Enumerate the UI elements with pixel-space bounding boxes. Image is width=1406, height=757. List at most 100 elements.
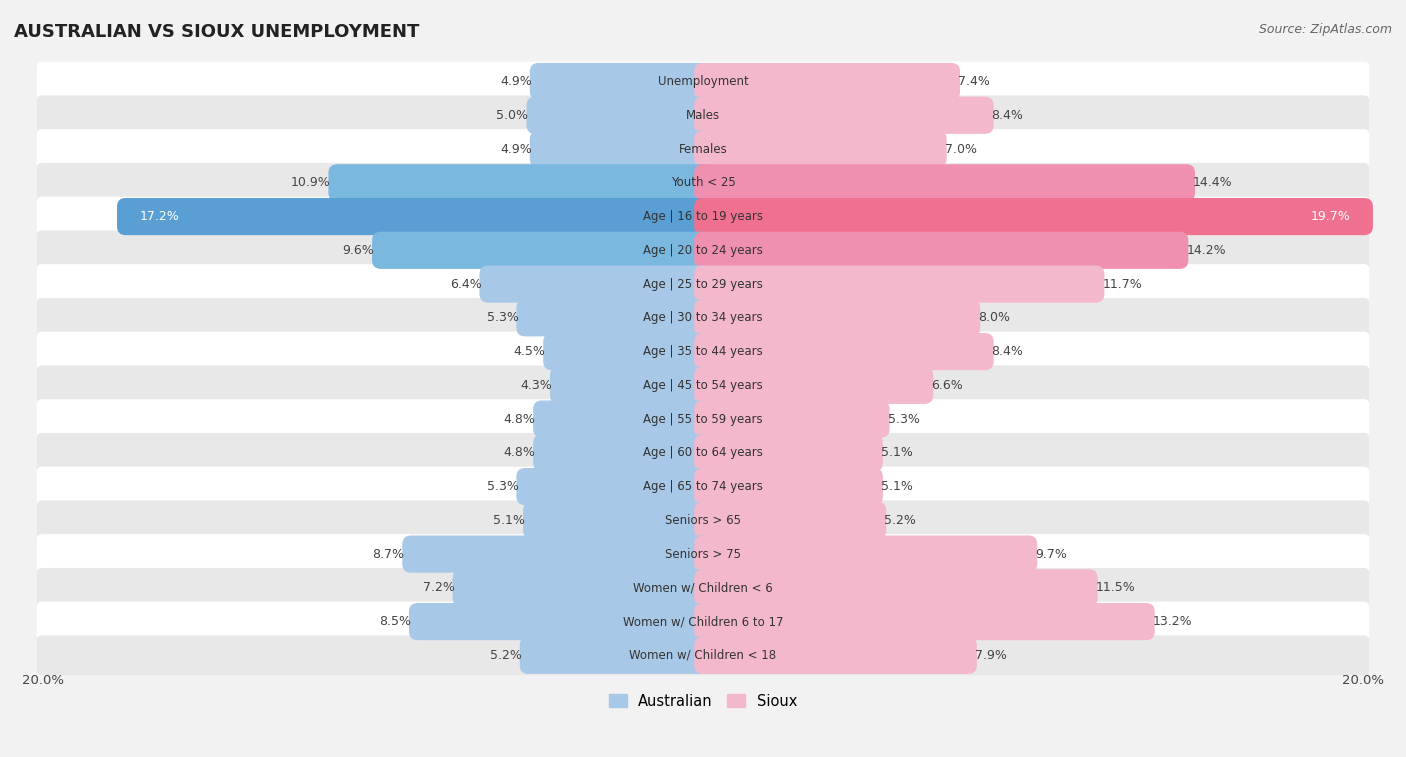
FancyBboxPatch shape — [520, 637, 711, 674]
FancyBboxPatch shape — [695, 366, 934, 404]
Text: 9.7%: 9.7% — [1035, 547, 1067, 561]
FancyBboxPatch shape — [695, 299, 980, 336]
FancyBboxPatch shape — [695, 130, 946, 167]
FancyBboxPatch shape — [479, 266, 711, 303]
FancyBboxPatch shape — [37, 61, 1369, 101]
Text: Age | 20 to 24 years: Age | 20 to 24 years — [643, 244, 763, 257]
Text: 11.7%: 11.7% — [1102, 278, 1142, 291]
Text: Source: ZipAtlas.com: Source: ZipAtlas.com — [1258, 23, 1392, 36]
Text: Women w/ Children < 6: Women w/ Children < 6 — [633, 581, 773, 594]
Text: 11.5%: 11.5% — [1095, 581, 1136, 594]
Text: Age | 30 to 34 years: Age | 30 to 34 years — [643, 311, 763, 324]
FancyBboxPatch shape — [37, 399, 1369, 439]
Text: 7.0%: 7.0% — [945, 142, 977, 155]
FancyBboxPatch shape — [695, 164, 1195, 201]
FancyBboxPatch shape — [37, 602, 1369, 641]
FancyBboxPatch shape — [695, 435, 883, 472]
FancyBboxPatch shape — [37, 332, 1369, 372]
Text: 14.4%: 14.4% — [1192, 176, 1233, 189]
Legend: Australian, Sioux: Australian, Sioux — [603, 688, 803, 715]
FancyBboxPatch shape — [530, 63, 711, 100]
Text: 9.6%: 9.6% — [342, 244, 374, 257]
FancyBboxPatch shape — [695, 333, 994, 370]
Text: 5.0%: 5.0% — [496, 109, 529, 122]
FancyBboxPatch shape — [695, 97, 994, 134]
Text: Age | 16 to 19 years: Age | 16 to 19 years — [643, 210, 763, 223]
FancyBboxPatch shape — [695, 63, 960, 100]
FancyBboxPatch shape — [37, 568, 1369, 608]
Text: 20.0%: 20.0% — [1343, 674, 1385, 687]
Text: Age | 60 to 64 years: Age | 60 to 64 years — [643, 447, 763, 459]
FancyBboxPatch shape — [37, 298, 1369, 338]
FancyBboxPatch shape — [695, 569, 1098, 606]
Text: Seniors > 65: Seniors > 65 — [665, 514, 741, 527]
Text: Youth < 25: Youth < 25 — [671, 176, 735, 189]
FancyBboxPatch shape — [373, 232, 711, 269]
Text: 6.4%: 6.4% — [450, 278, 481, 291]
FancyBboxPatch shape — [37, 433, 1369, 472]
FancyBboxPatch shape — [695, 637, 977, 674]
FancyBboxPatch shape — [37, 366, 1369, 405]
Text: AUSTRALIAN VS SIOUX UNEMPLOYMENT: AUSTRALIAN VS SIOUX UNEMPLOYMENT — [14, 23, 419, 41]
Text: 6.6%: 6.6% — [931, 378, 963, 392]
Text: Females: Females — [679, 142, 727, 155]
Text: 4.9%: 4.9% — [501, 75, 531, 88]
Text: 7.2%: 7.2% — [423, 581, 454, 594]
FancyBboxPatch shape — [37, 95, 1369, 136]
Text: 7.9%: 7.9% — [974, 649, 1007, 662]
FancyBboxPatch shape — [695, 603, 1154, 640]
FancyBboxPatch shape — [543, 333, 711, 370]
FancyBboxPatch shape — [409, 603, 711, 640]
FancyBboxPatch shape — [533, 400, 711, 438]
Text: 8.4%: 8.4% — [991, 345, 1024, 358]
FancyBboxPatch shape — [695, 502, 886, 539]
Text: 13.2%: 13.2% — [1153, 615, 1192, 628]
Text: 10.9%: 10.9% — [291, 176, 330, 189]
FancyBboxPatch shape — [533, 435, 711, 472]
Text: Seniors > 75: Seniors > 75 — [665, 547, 741, 561]
FancyBboxPatch shape — [37, 230, 1369, 270]
Text: 20.0%: 20.0% — [21, 674, 63, 687]
Text: 8.7%: 8.7% — [373, 547, 405, 561]
Text: 8.0%: 8.0% — [979, 311, 1010, 324]
FancyBboxPatch shape — [37, 534, 1369, 574]
FancyBboxPatch shape — [695, 468, 883, 505]
FancyBboxPatch shape — [37, 500, 1369, 540]
Text: 4.3%: 4.3% — [520, 378, 553, 392]
Text: Unemployment: Unemployment — [658, 75, 748, 88]
FancyBboxPatch shape — [117, 198, 711, 235]
FancyBboxPatch shape — [695, 198, 1372, 235]
Text: 8.4%: 8.4% — [991, 109, 1024, 122]
Text: 4.9%: 4.9% — [501, 142, 531, 155]
Text: 5.3%: 5.3% — [486, 480, 519, 493]
Text: Women w/ Children < 18: Women w/ Children < 18 — [630, 649, 776, 662]
Text: 8.5%: 8.5% — [380, 615, 411, 628]
FancyBboxPatch shape — [37, 264, 1369, 304]
FancyBboxPatch shape — [516, 468, 711, 505]
Text: Age | 45 to 54 years: Age | 45 to 54 years — [643, 378, 763, 392]
Text: 5.1%: 5.1% — [882, 447, 912, 459]
FancyBboxPatch shape — [453, 569, 711, 606]
Text: 7.4%: 7.4% — [957, 75, 990, 88]
FancyBboxPatch shape — [550, 366, 711, 404]
Text: Males: Males — [686, 109, 720, 122]
Text: Age | 35 to 44 years: Age | 35 to 44 years — [643, 345, 763, 358]
FancyBboxPatch shape — [37, 466, 1369, 506]
Text: Age | 55 to 59 years: Age | 55 to 59 years — [643, 413, 763, 425]
Text: 5.2%: 5.2% — [884, 514, 917, 527]
Text: 17.2%: 17.2% — [139, 210, 179, 223]
FancyBboxPatch shape — [695, 232, 1188, 269]
Text: 19.7%: 19.7% — [1310, 210, 1351, 223]
FancyBboxPatch shape — [37, 635, 1369, 675]
Text: 5.1%: 5.1% — [494, 514, 524, 527]
Text: 4.8%: 4.8% — [503, 447, 536, 459]
FancyBboxPatch shape — [329, 164, 711, 201]
Text: Women w/ Children 6 to 17: Women w/ Children 6 to 17 — [623, 615, 783, 628]
FancyBboxPatch shape — [37, 129, 1369, 169]
Text: 14.2%: 14.2% — [1187, 244, 1226, 257]
FancyBboxPatch shape — [526, 97, 711, 134]
Text: 5.1%: 5.1% — [882, 480, 912, 493]
Text: 4.8%: 4.8% — [503, 413, 536, 425]
FancyBboxPatch shape — [516, 299, 711, 336]
Text: 5.2%: 5.2% — [489, 649, 522, 662]
